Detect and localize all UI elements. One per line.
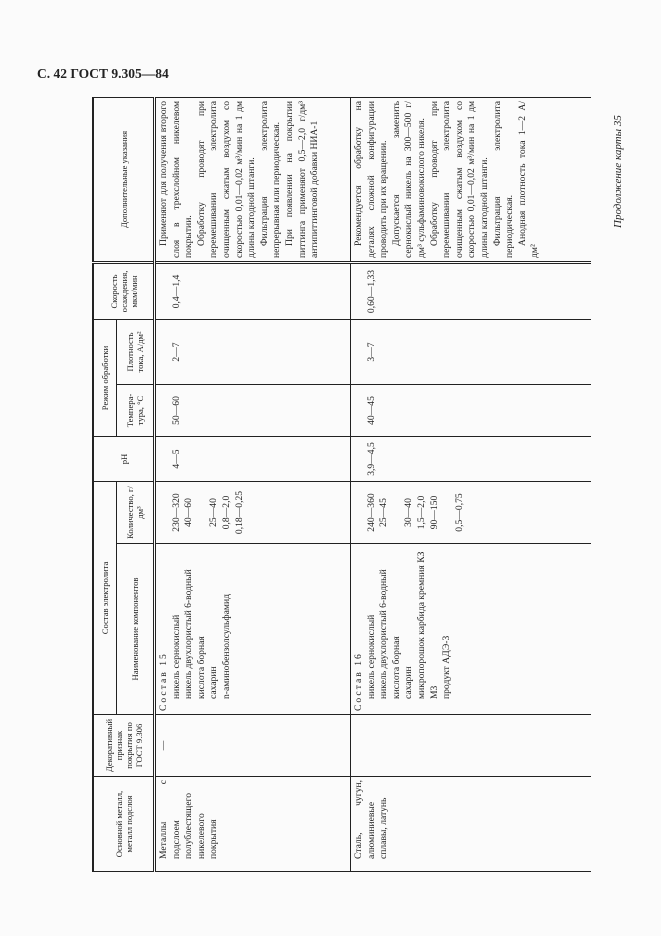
- component-name: микропорошок карбида кремния КЗ М3: [415, 551, 440, 699]
- component-name: n-аминобензолсульфамид: [220, 594, 232, 699]
- current-density-cell: 2—7: [154, 319, 351, 385]
- note: Анодная плотность тока 1—2 А/дм²: [516, 100, 541, 258]
- component-name: никель сернокислый: [170, 614, 182, 699]
- decorative-cell: [350, 714, 591, 777]
- base-metal-cell: Сталь, чугун, алюминиевые сплавы, латунь: [350, 776, 591, 872]
- note: Применяют для получения второго слоя в т…: [158, 100, 195, 258]
- note: Обработку проводят при перемешивании эле…: [428, 100, 490, 258]
- quantity-cell: 230—320 40—60 25—40 0,8—2,0 0,18—0,25: [154, 481, 351, 544]
- notes-cell: Рекомендуется обработку на деталях сложн…: [350, 97, 591, 263]
- header-notes: Дополнительные указания: [93, 97, 155, 263]
- temperature-cell: 40—45: [350, 384, 591, 437]
- note: Фильтрация электролита периодическая.: [491, 100, 516, 258]
- component-qty: 0,8—2,0: [220, 495, 232, 530]
- component-qty: 30—40: [403, 498, 415, 527]
- header-mode: Режим обработки: [93, 319, 117, 437]
- base-metal-cell: Металлы с подслоем полублестящего никеле…: [154, 776, 351, 872]
- rotated-table: Основной металл, металл подслоя Декорати…: [92, 97, 598, 872]
- component-name: никель двухлористый 6-водный: [183, 569, 195, 699]
- current-density-cell: 3—7: [350, 319, 591, 385]
- continuation-label: Продолжение карты 35: [612, 115, 624, 228]
- header-component-name: Наименование компонентов: [116, 543, 155, 715]
- component-name: никель двухлористый 6-водный: [378, 569, 390, 699]
- deposition-rate-cell: 0,4—1,4: [154, 262, 351, 320]
- ph-cell: 4—5: [154, 436, 351, 482]
- component-qty: 25—40: [208, 498, 220, 527]
- electrolyte-table: Основной металл, металл подслоя Декорати…: [92, 97, 591, 872]
- decorative-cell: —: [154, 714, 351, 777]
- component-name: продукт АДЭ-3: [441, 635, 453, 699]
- composition-title: Состав 16: [353, 652, 364, 711]
- header-electrolyte: Состав электролита: [93, 481, 117, 715]
- header-current-density: Плотность тока, А/дм²: [116, 319, 155, 385]
- notes-cell: Применяют для получения второго слоя в т…: [154, 97, 351, 263]
- component-name: сахарин: [208, 666, 220, 699]
- temperature-cell: 50—60: [154, 384, 351, 437]
- header-base-metal: Основной металл, металл подслоя: [93, 776, 155, 872]
- component-qty: 0,18—0,25: [233, 490, 245, 535]
- component-name: никель сернокислый: [365, 614, 377, 699]
- table-row: Сталь, чугун, алюминиевые сплавы, латунь…: [350, 97, 591, 872]
- note: Рекомендуется обработку на деталях сложн…: [353, 100, 390, 258]
- component-qty: 0,5—0,75: [453, 493, 465, 532]
- deposition-rate-cell: 0,60—1,33: [350, 262, 591, 320]
- header-quantity: Количество, г/дм³: [116, 481, 155, 544]
- table-row: Металлы с подслоем полублестящего никеле…: [154, 97, 351, 872]
- components-cell: Состав 15 никель сернокислый никель двух…: [154, 543, 351, 715]
- page-title: С. 42 ГОСТ 9.305—84: [37, 66, 169, 81]
- quantity-cell: 240—360 25—45 30—40 1,5—2,0 90—150 0,5—0…: [350, 481, 591, 544]
- table-container: Основной металл, металл подслоя Декорати…: [92, 97, 598, 872]
- component-name: сахарин: [403, 666, 415, 699]
- component-qty: 240—360: [365, 493, 377, 532]
- header-ph: pH: [93, 436, 155, 482]
- header-deposition-rate: Скорость осажде­ния, мкм/мин: [93, 262, 155, 320]
- component-qty: 230—320: [170, 493, 182, 532]
- component-qty: 25—45: [378, 498, 390, 527]
- composition-title: Состав 15: [158, 652, 169, 711]
- header-decorative: Декоративный признак покрытия по ГОСТ 9.…: [93, 714, 155, 777]
- component-qty: 1,5—2,0: [415, 495, 427, 530]
- component-qty: 40—60: [183, 498, 195, 527]
- note: Фильтрация электролита непрерывная или п…: [258, 100, 283, 258]
- component-name: кислота борная: [390, 636, 402, 699]
- note: При появлении на покрытии питтинга приме…: [283, 100, 321, 258]
- note: Допускается заменить сернокислый никель …: [390, 100, 427, 258]
- components-cell: Состав 16 никель сернокислый никель двух…: [350, 543, 591, 715]
- component-qty: 90—150: [428, 495, 440, 530]
- ph-cell: 3,9—4,5: [350, 436, 591, 482]
- note: Обработку проводят при перемешивании эле…: [195, 100, 258, 258]
- header-temperature: Темпера­тура, °С: [116, 384, 155, 437]
- component-name: кислота борная: [195, 636, 207, 699]
